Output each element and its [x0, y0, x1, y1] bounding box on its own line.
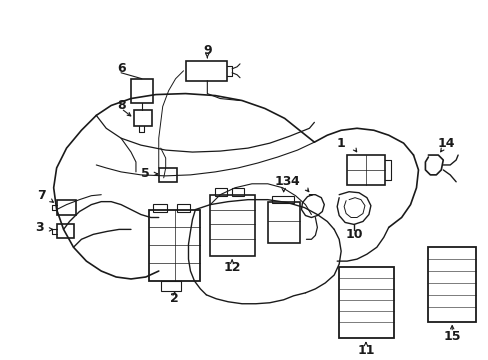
- Text: 15: 15: [443, 330, 460, 343]
- Bar: [148, 210, 200, 281]
- Text: 6: 6: [117, 62, 125, 75]
- Bar: [185, 61, 227, 81]
- Bar: [176, 204, 190, 212]
- Text: 1: 1: [336, 137, 345, 150]
- Bar: [232, 188, 244, 196]
- Text: 12: 12: [223, 261, 241, 274]
- Text: 8: 8: [117, 99, 125, 112]
- Bar: [57, 200, 76, 215]
- Bar: [267, 202, 299, 243]
- Text: 3: 3: [36, 221, 44, 234]
- Bar: [339, 267, 393, 338]
- Text: 5: 5: [141, 167, 150, 180]
- Text: 10: 10: [345, 228, 362, 241]
- Bar: [161, 281, 180, 291]
- Bar: [427, 247, 475, 321]
- Bar: [131, 79, 152, 103]
- Text: 2: 2: [170, 292, 179, 305]
- Bar: [271, 196, 293, 203]
- Text: 11: 11: [356, 344, 374, 357]
- Bar: [210, 195, 254, 256]
- Bar: [346, 155, 384, 185]
- Bar: [215, 188, 227, 196]
- Bar: [57, 224, 74, 238]
- Text: 13: 13: [274, 175, 292, 188]
- Text: 9: 9: [203, 44, 211, 58]
- Text: 14: 14: [437, 137, 454, 150]
- Bar: [159, 168, 176, 182]
- Bar: [134, 111, 151, 126]
- Text: 4: 4: [289, 175, 298, 188]
- Text: 7: 7: [37, 189, 46, 202]
- Bar: [152, 204, 166, 212]
